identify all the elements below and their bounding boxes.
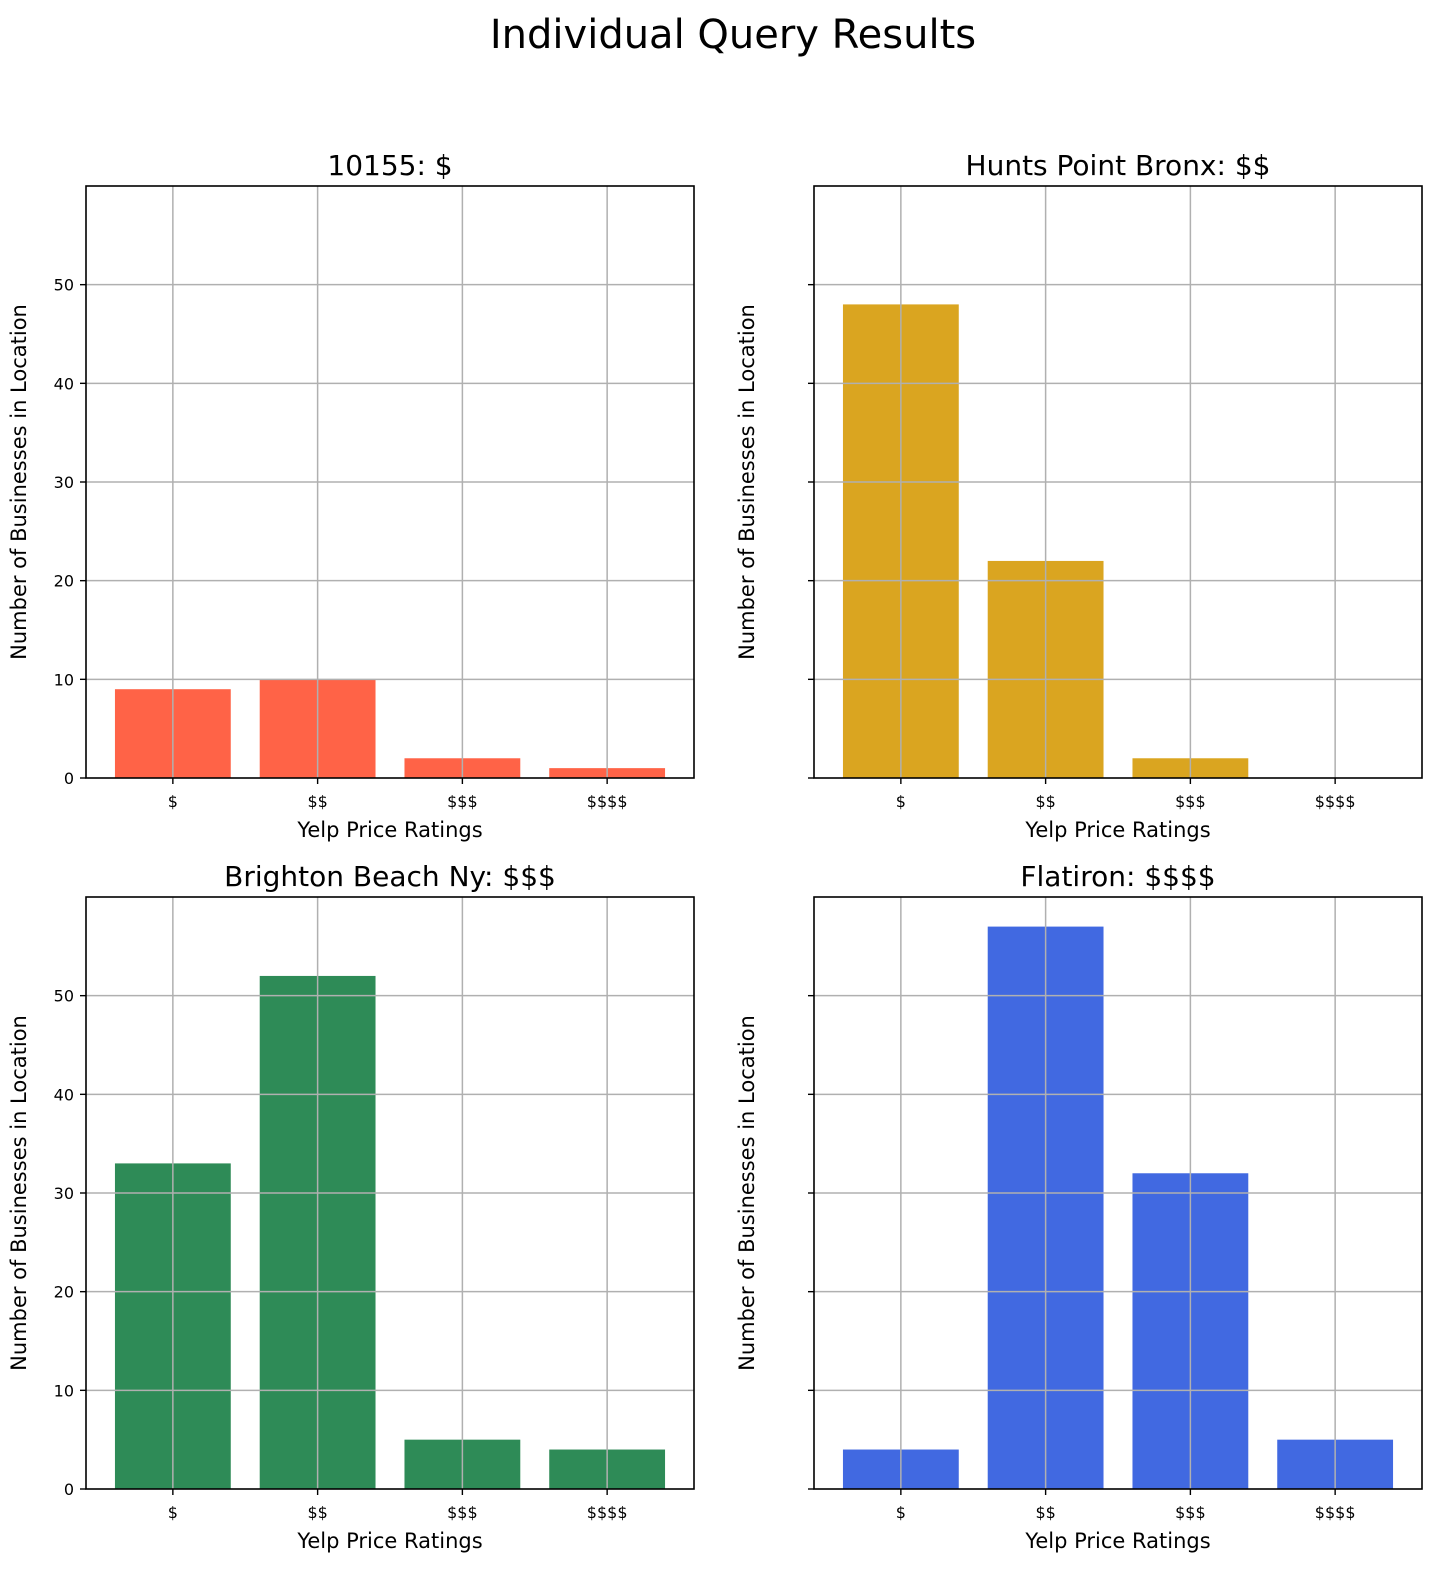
x-tick-label: $$$$: [587, 1503, 628, 1522]
subplot-title: 10155: $: [327, 149, 452, 182]
x-axis-label: Yelp Price Ratings: [1024, 1529, 1210, 1553]
y-tick-label: 10: [54, 1381, 74, 1400]
x-tick-label: $$: [307, 792, 327, 811]
subplot-title: Hunts Point Bronx: $$: [966, 149, 1271, 182]
y-tick-label: 20: [54, 1283, 74, 1302]
x-tick-label: $: [896, 1503, 906, 1522]
x-tick-label: $$: [1035, 1503, 1055, 1522]
y-tick-label: 30: [54, 473, 74, 492]
x-tick-label: $$$$: [1315, 792, 1356, 811]
subplot-2: $ $$ $$$ $$$$Hunts Point Bronx: $$Yelp Pric…: [735, 149, 1423, 842]
y-axis-label: Number of Businesses in Location: [735, 304, 759, 660]
x-tick-label: $: [896, 792, 906, 811]
x-axis-label: Yelp Price Ratings: [1024, 818, 1210, 842]
subplot-4: $ $$ $$$ $$$$Flatiron: $$$$Yelp Price Ratin…: [735, 860, 1423, 1553]
x-tick-label: $$$$: [1315, 1503, 1356, 1522]
subplot-title: Brighton Beach Ny: $$$: [224, 860, 556, 893]
x-tick-label: $: [168, 792, 178, 811]
x-tick-label: $$$: [1175, 792, 1206, 811]
y-tick-label: 20: [54, 572, 74, 591]
y-tick-label: 50: [54, 276, 74, 295]
x-tick-label: $$$: [1175, 1503, 1206, 1522]
y-tick-label: 50: [54, 987, 74, 1006]
x-tick-label: $$$: [447, 792, 478, 811]
y-tick-label: 30: [54, 1184, 74, 1203]
x-tick-label: $$: [1035, 792, 1055, 811]
x-tick-label: $$$$: [587, 792, 628, 811]
subplot-title: Flatiron: $$$$: [1020, 860, 1215, 893]
figure-title: Individual Query Results: [490, 12, 976, 58]
x-axis-label: Yelp Price Ratings: [296, 1529, 482, 1553]
y-tick-label: 40: [54, 1085, 74, 1104]
y-axis-label: Number of Businesses in Location: [7, 304, 31, 660]
x-tick-label: $$$: [447, 1503, 478, 1522]
x-axis-label: Yelp Price Ratings: [296, 818, 482, 842]
y-tick-label: 40: [54, 374, 74, 393]
y-tick-label: 0: [64, 1480, 74, 1499]
y-tick-label: 10: [54, 670, 74, 689]
y-axis-label: Number of Businesses in Location: [735, 1015, 759, 1371]
y-axis-label: Number of Businesses in Location: [7, 1015, 31, 1371]
y-tick-label: 0: [64, 769, 74, 788]
x-tick-label: $: [168, 1503, 178, 1522]
x-tick-label: $$: [307, 1503, 327, 1522]
